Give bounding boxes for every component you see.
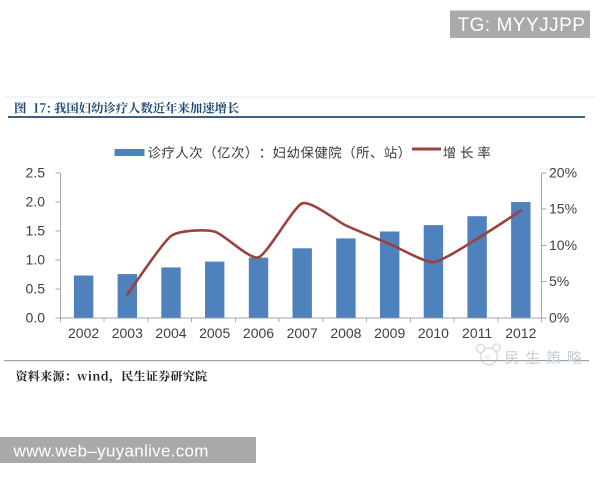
svg-text:2009: 2009: [374, 325, 405, 341]
svg-text:10%: 10%: [549, 237, 577, 253]
svg-text:15%: 15%: [549, 201, 577, 217]
svg-text:2002: 2002: [68, 325, 99, 341]
svg-text:2011: 2011: [462, 325, 492, 341]
svg-text:5%: 5%: [549, 273, 569, 289]
svg-text:2005: 2005: [199, 325, 230, 341]
svg-text:2008: 2008: [330, 325, 361, 341]
svg-text:2.5: 2.5: [26, 165, 46, 181]
svg-text:2010: 2010: [418, 325, 449, 341]
svg-text:2012: 2012: [505, 325, 536, 341]
svg-text:www.web–yuyanlive.com: www.web–yuyanlive.com: [13, 442, 209, 461]
svg-text:2006: 2006: [243, 325, 274, 341]
svg-text:2007: 2007: [287, 325, 318, 341]
svg-text:0%: 0%: [549, 309, 569, 325]
svg-text:2004: 2004: [155, 325, 186, 341]
svg-text:TG: MYYJJPP: TG: MYYJJPP: [458, 15, 586, 36]
svg-text:2003: 2003: [112, 325, 143, 341]
svg-text:1.0: 1.0: [26, 251, 46, 267]
svg-text:2.0: 2.0: [26, 194, 46, 210]
svg-text:0.0: 0.0: [26, 309, 46, 325]
svg-text:0.5: 0.5: [26, 280, 46, 296]
svg-text:20%: 20%: [549, 165, 577, 181]
svg-text:1.5: 1.5: [26, 222, 46, 238]
